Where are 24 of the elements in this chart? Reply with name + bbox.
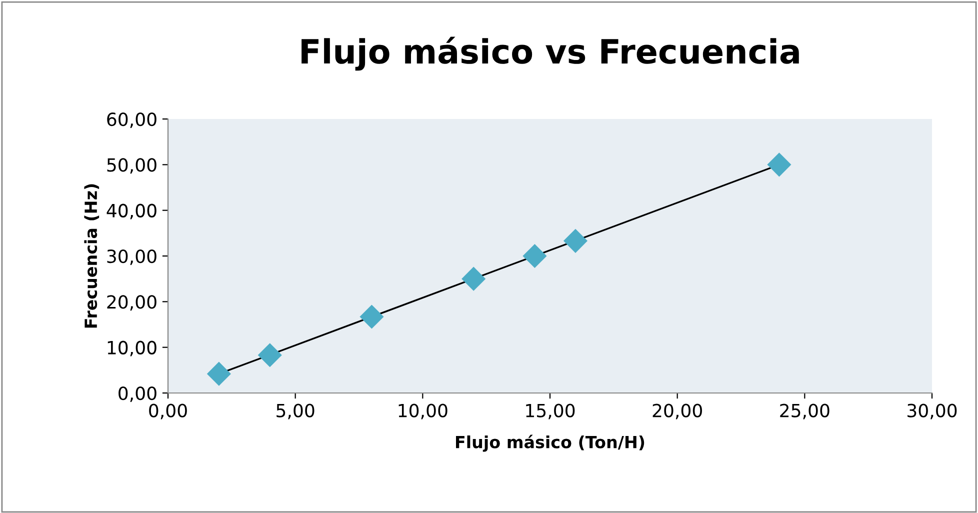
y-tick-label: 50,00 [107,158,156,174]
x-tick-label: 10,00 [398,404,448,420]
y-tick-label: 30,00 [107,249,156,265]
x-axis-title: Flujo másico (Ton/H) [456,434,644,452]
chart-title: Flujo másico vs Frecuencia [302,36,799,71]
point [206,362,231,386]
x-tick-label: 0,00 [149,404,187,420]
x-tick-label: 5,00 [276,404,314,420]
x-tick-label: 20,00 [652,404,702,420]
y-tick-label: 60,00 [107,112,156,128]
y-axis-title: Frecuencia (Hz) [84,184,100,328]
point [563,228,588,253]
point [767,152,792,177]
point [258,343,282,368]
x-tick-label: 15,00 [526,404,575,420]
y-tick-label: 20,00 [107,295,156,311]
x-tick-label: 25,00 [780,404,830,420]
x-tick-label: 30,00 [908,404,957,420]
y-tick-label: 0,00 [118,386,156,402]
y-tick-label: 10,00 [108,340,156,356]
point [522,244,547,268]
y-tick-label: 40,00 [106,204,156,220]
point [360,304,384,329]
point [462,266,486,291]
